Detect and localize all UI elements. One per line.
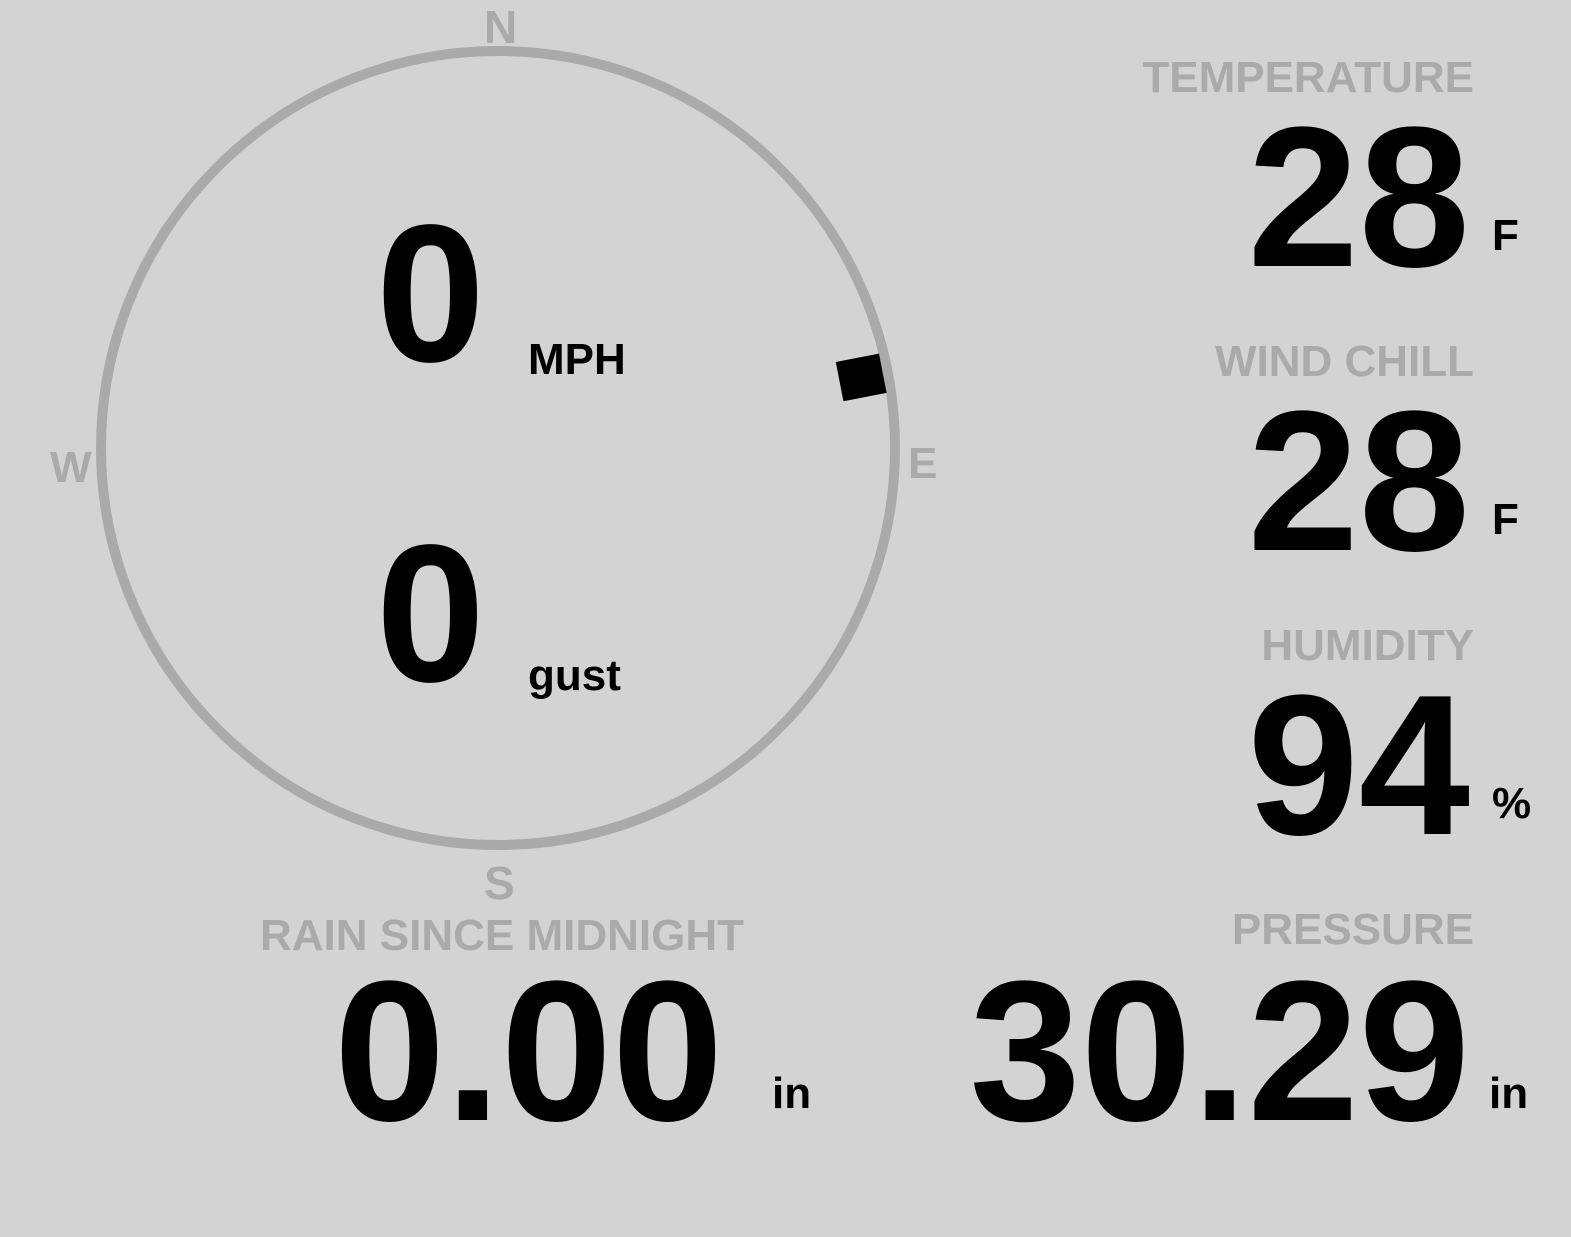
humidity-unit: % — [1492, 779, 1532, 828]
compass-south: S — [484, 857, 515, 909]
wind-chill-label: WIND CHILL — [1214, 337, 1474, 386]
temperature-value: 28 — [1247, 86, 1470, 309]
temperature-label: TEMPERATURE — [1142, 53, 1474, 102]
rain-label: RAIN SINCE MIDNIGHT — [260, 911, 744, 960]
wind-gust-value: 0 — [376, 504, 486, 723]
rain-unit: in — [772, 1069, 812, 1118]
humidity-label: HUMIDITY — [1261, 621, 1474, 670]
temperature-unit: F — [1492, 211, 1519, 260]
compass-ring — [96, 46, 900, 850]
wind-gust-unit: gust — [528, 651, 621, 700]
rain-value: 0.00 — [334, 940, 724, 1163]
pressure-unit: in — [1489, 1069, 1529, 1118]
compass-west: W — [50, 443, 92, 492]
wind-chill-unit: F — [1492, 495, 1519, 544]
wind-speed-value: 0 — [376, 184, 486, 403]
compass-north: N — [484, 1, 518, 53]
wind-speed-unit: MPH — [528, 335, 626, 384]
pressure-label: PRESSURE — [1231, 905, 1474, 954]
humidity-value: 94 — [1247, 654, 1470, 877]
compass-east: E — [908, 439, 938, 488]
wind-direction-marker — [835, 353, 887, 402]
pressure-value: 30.29 — [969, 940, 1471, 1163]
wind-chill-value: 28 — [1247, 370, 1470, 593]
